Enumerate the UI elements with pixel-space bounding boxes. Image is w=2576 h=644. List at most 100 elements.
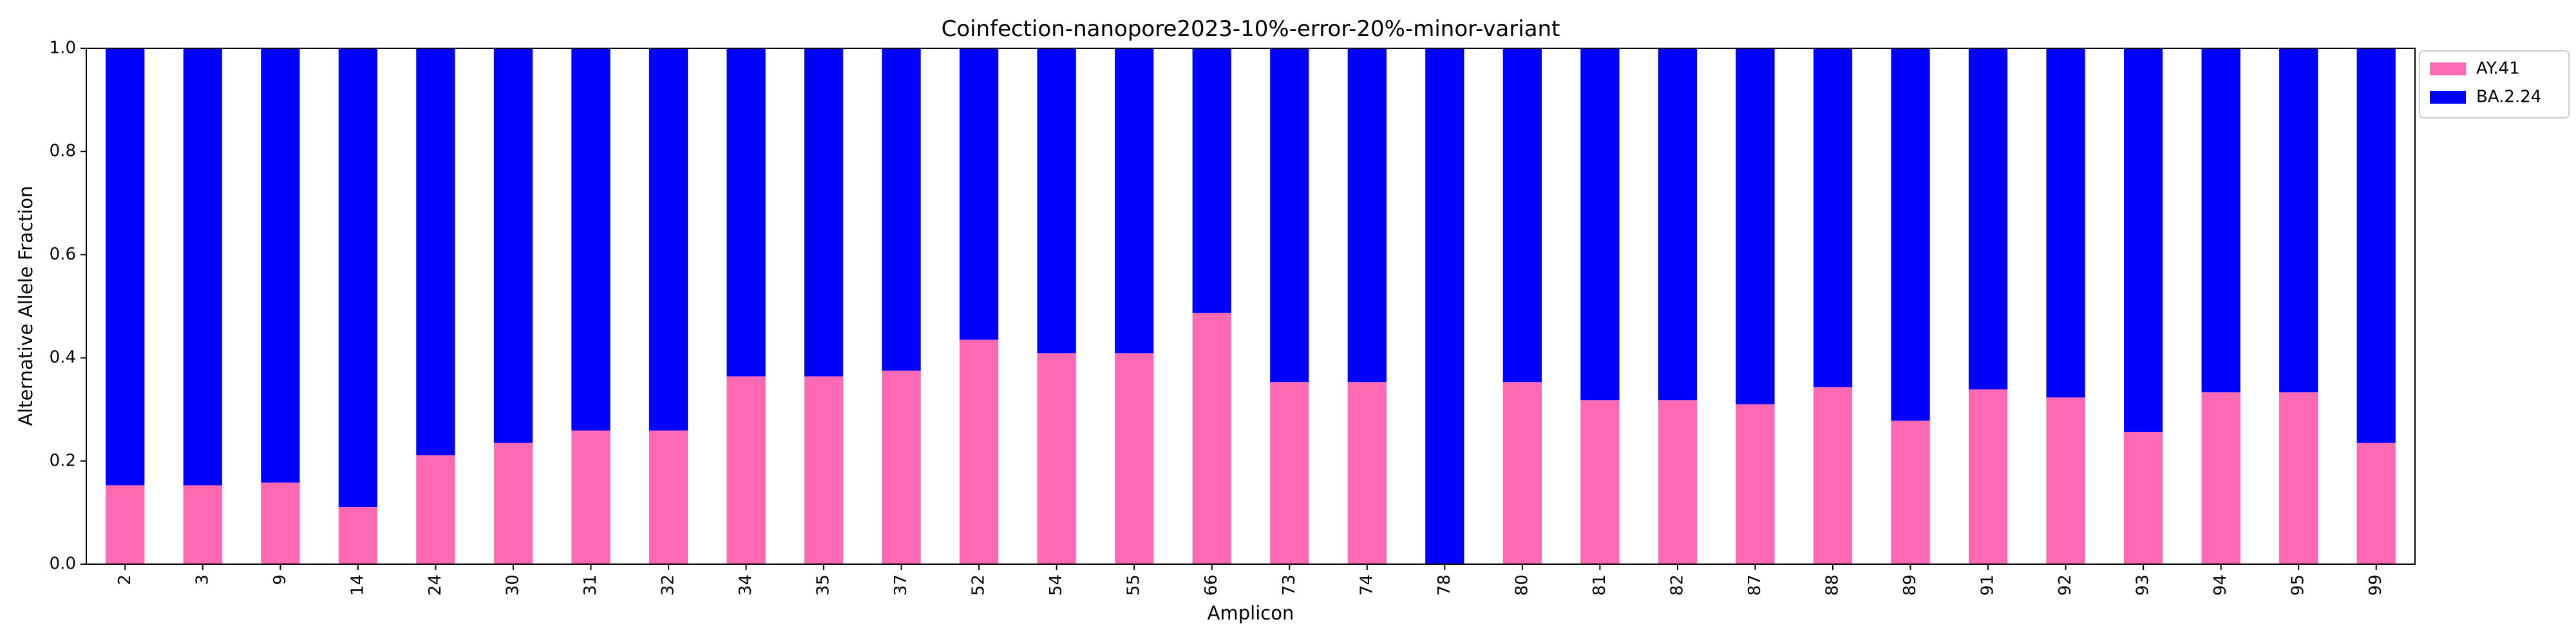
bar-AY.41-34 [726,376,766,564]
bar-AY.41-94 [2201,392,2240,564]
x-tick-label: 52 [969,574,989,596]
bar-BA.2.24-99 [2356,48,2396,443]
bar-BA.2.24-87 [1736,48,1775,404]
legend-swatch [2430,62,2466,75]
bar-AY.41-31 [571,430,611,564]
bar-AY.41-92 [2046,397,2085,564]
bar-BA.2.24-32 [649,48,688,431]
bar-BA.2.24-78 [1425,48,1464,564]
y-tick-label: 0.8 [50,142,76,161]
x-axis-label: Amplicon [1208,602,1294,624]
chart-title: Coinfection-nanopore2023-10%-error-20%-m… [942,16,1560,42]
bar-AY.41-66 [1192,312,1231,564]
x-axis: 2 3 9 14 24 30 31 32 34 35 37 52 54 55 66 73 74 78 80 81 82 8… [115,564,2385,596]
x-tick-label: 3 [193,574,212,585]
bar-AY.41-14 [338,507,377,564]
x-tick-label: 91 [1978,574,1998,596]
bar-AY.41-99 [2356,442,2396,564]
x-tick-label: 87 [1745,574,1765,596]
plot-frame [86,48,2416,565]
bar-BA.2.24-2 [106,48,145,486]
x-tick-label: 2 [115,574,135,585]
bar-BA.2.24-92 [2046,48,2085,398]
bar-BA.2.24-9 [261,48,300,483]
bar-AY.41-89 [1891,421,1930,564]
x-tick-label: 55 [1124,574,1144,596]
bar-AY.41-55 [1115,353,1154,564]
bar-BA.2.24-73 [1270,48,1309,383]
bar-BA.2.24-55 [1115,48,1154,354]
x-tick-label: 31 [581,574,600,596]
bar-AY.41-88 [1813,387,1853,564]
bar-BA.2.24-24 [416,48,455,455]
bar-AY.41-87 [1736,404,1775,564]
y-tick-label: 0.0 [50,554,76,574]
bar-BA.2.24-52 [960,48,999,340]
bars-group [106,48,2396,565]
x-tick-label: 54 [1046,574,1066,596]
bar-AY.41-81 [1580,400,1620,564]
legend-label: BA.2.24 [2476,88,2541,107]
y-tick-label: 1.0 [50,39,76,58]
bar-AY.41-32 [649,430,688,564]
x-tick-label: 9 [270,574,290,585]
bar-BA.2.24-30 [493,48,533,443]
bar-BA.2.24-95 [2279,48,2318,393]
bar-AY.41-24 [416,455,455,564]
bar-BA.2.24-88 [1813,48,1853,388]
bar-BA.2.24-34 [726,48,766,377]
x-tick-label: 94 [2211,574,2230,596]
bar-AY.41-80 [1502,382,1542,564]
x-tick-label: 78 [1435,574,1454,596]
legend-swatch [2430,91,2466,104]
bar-BA.2.24-91 [1968,48,2008,390]
x-tick-label: 80 [1512,574,1531,596]
bar-AY.41-3 [183,485,222,564]
bar-AY.41-93 [2124,431,2163,564]
x-tick-label: 82 [1667,574,1687,596]
bar-AY.41-95 [2279,392,2318,564]
y-tick-label: 0.2 [50,451,76,470]
bar-AY.41-54 [1037,353,1076,564]
bar-BA.2.24-14 [338,48,377,507]
x-tick-label: 92 [2056,574,2075,596]
bar-AY.41-91 [1968,389,2008,564]
bar-BA.2.24-81 [1580,48,1620,401]
x-tick-label: 88 [1823,574,1842,596]
bar-AY.41-52 [960,339,999,564]
bar-AY.41-35 [804,376,844,564]
x-tick-label: 14 [348,574,367,596]
bar-AY.41-82 [1658,400,1698,564]
legend-label: AY.41 [2476,59,2520,79]
legend: AY.41 BA.2.24 [2419,50,2570,118]
y-axis: 0.0 0.2 0.4 0.6 0.8 1.0 [50,39,86,574]
bar-AY.41-9 [261,482,300,564]
bar-BA.2.24-3 [183,48,222,486]
bar-AY.41-74 [1347,382,1387,564]
x-tick-label: 37 [891,574,911,596]
bar-BA.2.24-74 [1347,48,1387,383]
x-tick-label: 32 [659,574,678,596]
x-tick-label: 30 [503,574,522,596]
y-tick-label: 0.6 [50,245,76,264]
bar-BA.2.24-35 [804,48,844,377]
bar-AY.41-30 [493,442,533,564]
x-tick-label: 74 [1357,574,1376,596]
bar-AY.41-73 [1270,382,1309,564]
x-tick-label: 35 [814,574,833,596]
x-tick-label: 95 [2289,574,2308,596]
bar-BA.2.24-80 [1502,48,1542,383]
x-tick-label: 73 [1280,574,1299,596]
bar-BA.2.24-54 [1037,48,1076,354]
y-tick-label: 0.4 [50,348,76,367]
bar-BA.2.24-94 [2201,48,2240,393]
x-tick-label: 34 [736,574,755,596]
bar-AY.41-2 [106,485,145,564]
x-tick-label: 81 [1590,574,1609,596]
x-tick-label: 93 [2134,574,2153,596]
x-tick-label: 24 [426,574,445,596]
bar-BA.2.24-37 [882,48,921,371]
y-axis-label: Alternative Allele Fraction [15,186,37,426]
